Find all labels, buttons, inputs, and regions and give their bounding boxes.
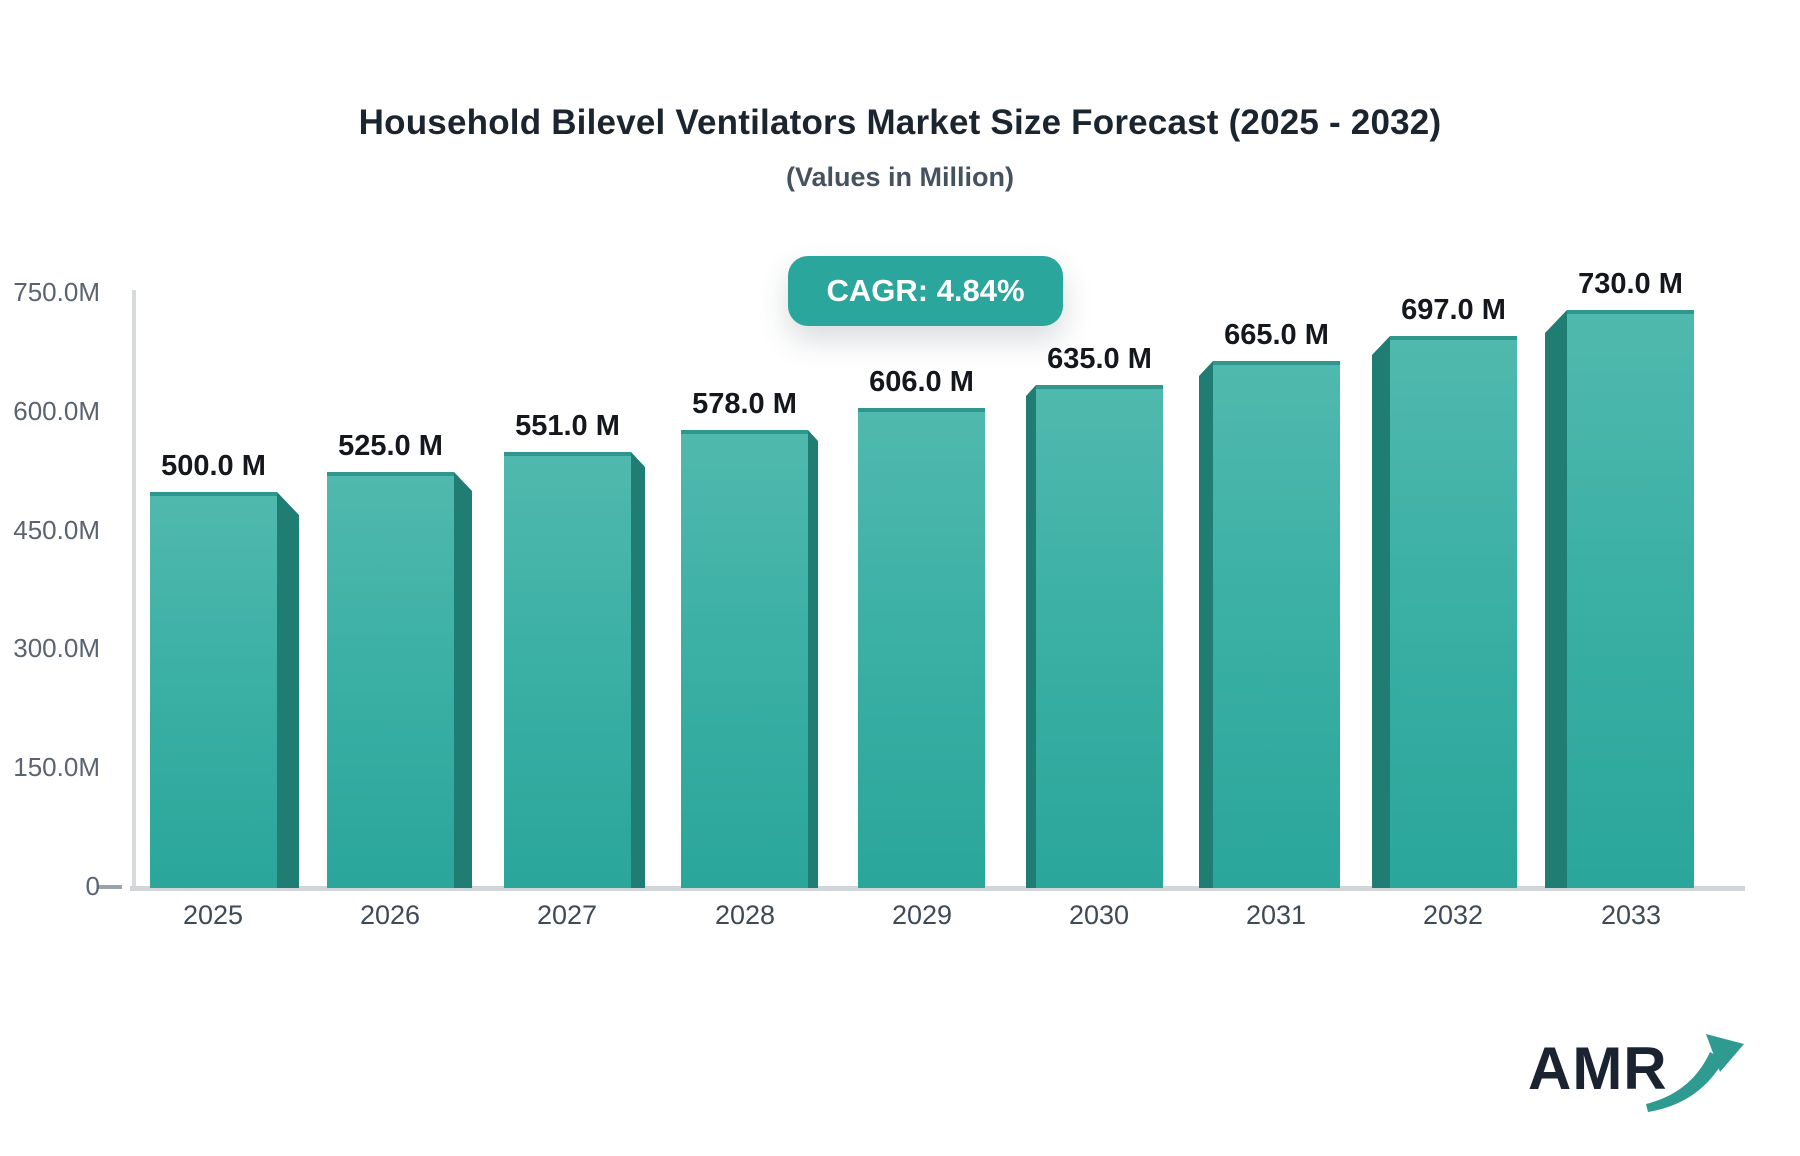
amr-logo-text: AMR bbox=[1528, 1035, 1668, 1102]
bar-value-label: 665.0 M bbox=[1224, 319, 1329, 351]
x-axis-tick-label: 2029 bbox=[891, 900, 953, 930]
bar-2032 bbox=[1372, 336, 1517, 888]
y-axis-tick-label: 150.0M bbox=[13, 752, 100, 783]
y-axis-line bbox=[132, 290, 136, 890]
bar-value-label: 551.0 M bbox=[515, 410, 620, 442]
x-axis-line bbox=[130, 886, 1745, 891]
bar-2030 bbox=[1026, 385, 1163, 888]
bar-side-face bbox=[1199, 361, 1213, 888]
bar-2028 bbox=[681, 430, 818, 888]
bar-front-face bbox=[1567, 310, 1694, 888]
bar-front-face bbox=[681, 430, 808, 888]
bar-front-face bbox=[1390, 336, 1517, 888]
y-axis-tick-label: 0 bbox=[85, 871, 100, 901]
bar-value-label: 730.0 M bbox=[1578, 268, 1683, 300]
bar-2026 bbox=[327, 472, 472, 888]
trend-up-arrow-icon bbox=[1646, 1034, 1744, 1112]
bar-value-label: 606.0 M bbox=[869, 366, 974, 398]
bar-2031 bbox=[1199, 361, 1340, 888]
bar-value-label: 500.0 M bbox=[161, 450, 266, 482]
bar-value-label: 635.0 M bbox=[1047, 343, 1152, 375]
chart-subtitle: (Values in Million) bbox=[785, 162, 1015, 192]
bar-side-face bbox=[454, 472, 472, 888]
amr-logo: AMR bbox=[1528, 1022, 1758, 1127]
bar-front-face bbox=[504, 452, 631, 888]
bar-side-face bbox=[1026, 385, 1036, 888]
y-axis-tick-label: 600.0M bbox=[13, 395, 100, 426]
x-axis-tick-label: 2031 bbox=[1245, 900, 1307, 930]
bar-value-label: 525.0 M bbox=[338, 430, 443, 462]
bar-front-face bbox=[327, 472, 454, 888]
x-axis-tick-label: 2026 bbox=[359, 900, 421, 930]
x-axis-tick-label: 2033 bbox=[1600, 900, 1662, 930]
bar-value-label: 697.0 M bbox=[1401, 294, 1506, 326]
bar-2029 bbox=[858, 408, 985, 888]
bar-side-face bbox=[277, 492, 299, 888]
bar-2027 bbox=[504, 452, 645, 888]
x-axis-tick-label: 2025 bbox=[182, 900, 244, 930]
bar-front-face bbox=[1213, 361, 1340, 888]
bar-front-face bbox=[858, 408, 985, 888]
chart-title: Household Bilevel Ventilators Market Siz… bbox=[358, 103, 1442, 142]
zero-tick-dash bbox=[98, 885, 122, 889]
x-axis-tick-label: 2030 bbox=[1068, 900, 1130, 930]
bar-2025 bbox=[150, 492, 299, 888]
y-axis-tick-label: 450.0M bbox=[13, 514, 100, 545]
bar-side-face bbox=[1372, 336, 1390, 888]
bar-side-face bbox=[808, 430, 818, 888]
bar-value-label: 578.0 M bbox=[692, 388, 797, 420]
y-axis-tick-label: 300.0M bbox=[13, 633, 100, 664]
x-axis-tick-label: 2027 bbox=[536, 900, 598, 930]
bar-front-face bbox=[1036, 385, 1163, 888]
cagr-badge: CAGR: 4.84% bbox=[788, 256, 1063, 326]
y-axis-tick-label: 750.0M bbox=[13, 277, 100, 307]
x-axis-tick-label: 2028 bbox=[714, 900, 776, 930]
bar-front-face bbox=[150, 492, 277, 888]
bar-2033 bbox=[1545, 310, 1694, 888]
x-axis-tick-label: 2032 bbox=[1422, 900, 1484, 930]
bar-side-face bbox=[631, 452, 645, 888]
bar-side-face bbox=[1545, 310, 1567, 888]
cagr-badge-label: CAGR: 4.84% bbox=[826, 273, 1025, 308]
